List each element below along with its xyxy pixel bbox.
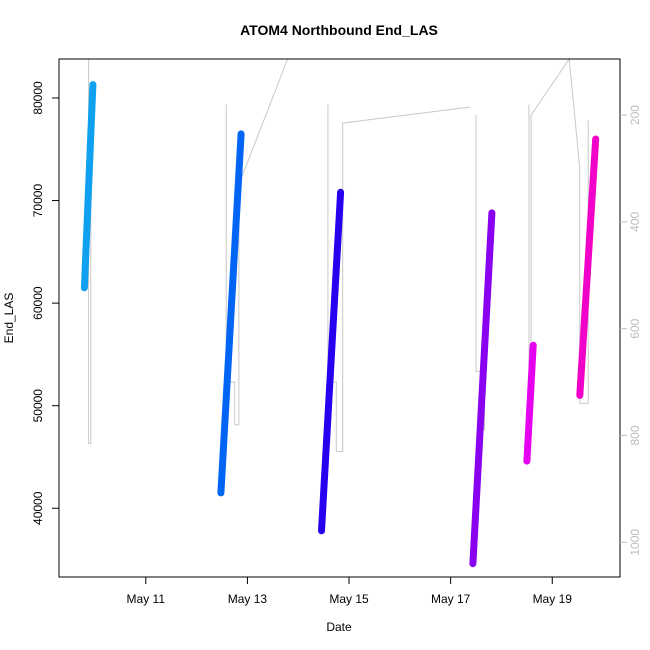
y-axis: 40000 50000 60000 70000 80000 [31,81,59,525]
y-axis-label: End_LAS [2,293,16,344]
chart-title: ATOM4 Northbound End_LAS [240,22,438,38]
series-1-line [80,81,97,292]
y-tick-label: 40000 [31,491,45,525]
series-6-line [576,135,600,399]
x-axis-label: Date [326,620,352,634]
x-axis: May 11 May 13 May 15 May 17 May 19 [127,577,573,606]
series-3-line [318,188,345,535]
plot-frame [58,58,621,578]
x-tick-label: May 15 [329,592,369,606]
secondary-y-tick-label: 200 [628,105,642,125]
series-2-line [217,130,245,497]
secondary-y-tick-label: 400 [628,212,642,232]
series-5-line [523,341,537,465]
x-tick-label: May 19 [533,592,573,606]
secondary-y-tick-label: 1000 [628,529,642,556]
x-tick-label: May 13 [228,592,268,606]
x-tick-label: May 11 [127,592,166,606]
secondary-y-tick-label: 600 [628,318,642,338]
y-tick-label: 60000 [31,286,45,320]
y-tick-label: 70000 [31,184,45,218]
series-4-line [469,209,496,568]
x-tick-label: May 17 [431,592,471,606]
secondary-y-tick-label: 800 [628,425,642,445]
secondary-y-axis: 200 400 600 800 1000 [620,105,642,556]
series-lines [80,81,600,568]
secondary-trace-3 [327,104,470,452]
y-tick-label: 50000 [31,389,45,423]
y-tick-label: 80000 [31,81,45,115]
plot-area [58,57,621,578]
